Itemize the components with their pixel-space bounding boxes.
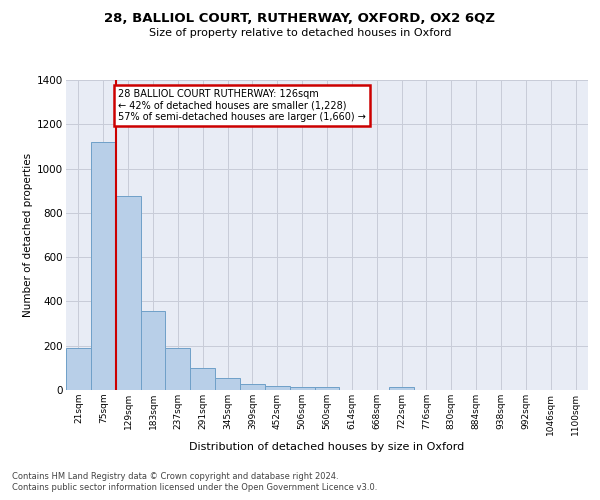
Bar [314,386,340,390]
Bar [240,384,265,390]
Bar [215,378,240,390]
Bar [290,386,314,390]
Text: Contains HM Land Registry data © Crown copyright and database right 2024.: Contains HM Land Registry data © Crown c… [12,472,338,481]
Text: 28, BALLIOL COURT, RUTHERWAY, OXFORD, OX2 6QZ: 28, BALLIOL COURT, RUTHERWAY, OXFORD, OX… [104,12,496,26]
X-axis label: Distribution of detached houses by size in Oxford: Distribution of detached houses by size … [190,442,464,452]
Bar [265,386,290,390]
Bar [66,348,91,390]
Y-axis label: Number of detached properties: Number of detached properties [23,153,33,317]
Bar [190,368,215,390]
Bar [166,348,190,390]
Text: 28 BALLIOL COURT RUTHERWAY: 126sqm
← 42% of detached houses are smaller (1,228)
: 28 BALLIOL COURT RUTHERWAY: 126sqm ← 42%… [118,89,366,122]
Bar [116,196,140,390]
Text: Contains public sector information licensed under the Open Government Licence v3: Contains public sector information licen… [12,484,377,492]
Bar [389,386,414,390]
Bar [140,312,166,390]
Text: Size of property relative to detached houses in Oxford: Size of property relative to detached ho… [149,28,451,38]
Bar [91,142,116,390]
